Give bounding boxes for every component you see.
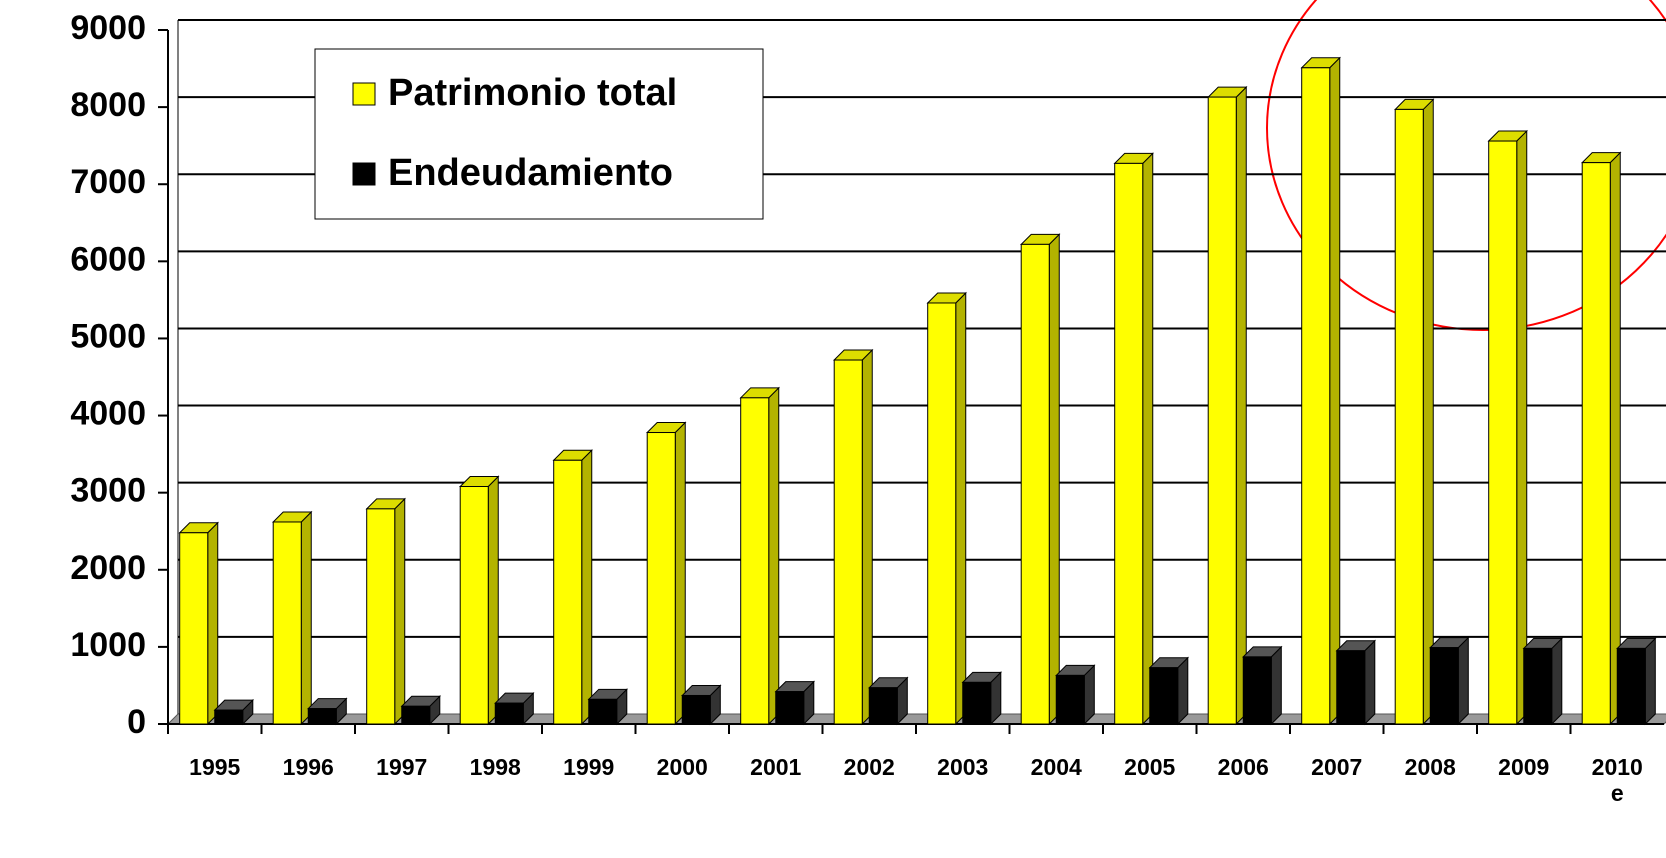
- legend-swatch: [352, 162, 376, 186]
- bar: [588, 698, 618, 725]
- bar: [646, 432, 676, 725]
- x-tick-label: 2009: [1498, 754, 1550, 780]
- legend: Patrimonio total Endeudamiento: [314, 48, 764, 220]
- legend-label: Endeudamiento: [388, 152, 673, 194]
- bar: [1429, 647, 1459, 725]
- bar-side: [300, 510, 312, 726]
- bar-side: [955, 291, 967, 726]
- bar: [1207, 96, 1237, 725]
- x-tick-label: 1995: [189, 754, 241, 780]
- bar: [1020, 243, 1050, 725]
- bar: [1394, 108, 1424, 725]
- x-tick-label: 1997: [376, 754, 428, 780]
- highlight-circle: [1266, 0, 1666, 331]
- bar-side: [1142, 152, 1154, 726]
- y-tick-label: 6000: [70, 240, 146, 278]
- bar-side: [1644, 637, 1656, 726]
- x-tick-label: 2006: [1217, 754, 1269, 780]
- y-tick-label: 1000: [70, 626, 146, 664]
- bar: [775, 691, 805, 725]
- x-tick-label: 2010 e: [1591, 754, 1643, 806]
- bar-side: [1177, 656, 1189, 726]
- bar: [1114, 162, 1144, 725]
- bar: [214, 709, 244, 725]
- bar: [401, 705, 431, 725]
- bar: [1336, 650, 1366, 725]
- bar: [1149, 667, 1179, 725]
- y-tick-label: 7000: [70, 163, 146, 201]
- bar: [681, 694, 711, 725]
- y-tick-label: 8000: [70, 86, 146, 124]
- bar-side: [1551, 637, 1563, 726]
- x-tick-label: 2001: [750, 754, 802, 780]
- x-tick-label: 2003: [937, 754, 989, 780]
- bar-side: [1364, 639, 1376, 726]
- bar: [553, 459, 583, 725]
- bar-side: [1329, 56, 1341, 726]
- x-tick-label: 2008: [1404, 754, 1456, 780]
- bar: [927, 302, 957, 725]
- x-tick-label: 2004: [1030, 754, 1082, 780]
- bar: [1301, 67, 1331, 725]
- bar: [1055, 674, 1085, 725]
- bar-side: [1270, 645, 1282, 726]
- bar: [833, 359, 863, 725]
- bar-side: [1609, 151, 1621, 726]
- bar: [366, 508, 396, 725]
- bar: [868, 687, 898, 725]
- y-tick-label: 3000: [70, 472, 146, 510]
- bar: [272, 521, 302, 725]
- bar-side: [674, 421, 686, 726]
- x-tick-label: 2007: [1311, 754, 1363, 780]
- bars: [178, 56, 1657, 726]
- x-tick-label: 2002: [843, 754, 895, 780]
- bar: [1581, 162, 1611, 725]
- bar-side: [1516, 129, 1528, 726]
- bar-side: [207, 521, 219, 726]
- bar-side: [1048, 233, 1060, 726]
- bar: [1242, 656, 1272, 725]
- bar-side: [861, 348, 873, 726]
- bar-side: [394, 497, 406, 726]
- bar-side: [1422, 98, 1434, 726]
- y-tick-label: 4000: [70, 395, 146, 433]
- x-tick-label: 2000: [656, 754, 708, 780]
- bar-side: [768, 386, 780, 726]
- x-tick-label: 1999: [563, 754, 615, 780]
- y-tick-label: 9000: [70, 9, 146, 47]
- bar-side: [1235, 85, 1247, 726]
- bar: [1523, 647, 1553, 725]
- bar: [307, 708, 337, 725]
- bar-side: [1457, 636, 1469, 726]
- bar: [962, 681, 992, 725]
- bar: [1488, 140, 1518, 725]
- bar-side: [581, 449, 593, 726]
- bar: [1616, 647, 1646, 725]
- x-tick-label: 2005: [1124, 754, 1176, 780]
- legend-swatch: [352, 82, 376, 106]
- bar: [179, 532, 209, 725]
- x-tick-label: 1996: [282, 754, 334, 780]
- legend-box: [314, 48, 764, 220]
- x-tick-label: 1998: [469, 754, 521, 780]
- bar: [740, 397, 770, 725]
- bar-side: [487, 475, 499, 726]
- y-tick-label: 2000: [70, 549, 146, 587]
- y-tick-label: 0: [127, 703, 146, 741]
- bar: [459, 485, 489, 725]
- legend-label: Patrimonio total: [388, 72, 677, 114]
- bar: [494, 702, 524, 725]
- y-tick-label: 5000: [70, 317, 146, 355]
